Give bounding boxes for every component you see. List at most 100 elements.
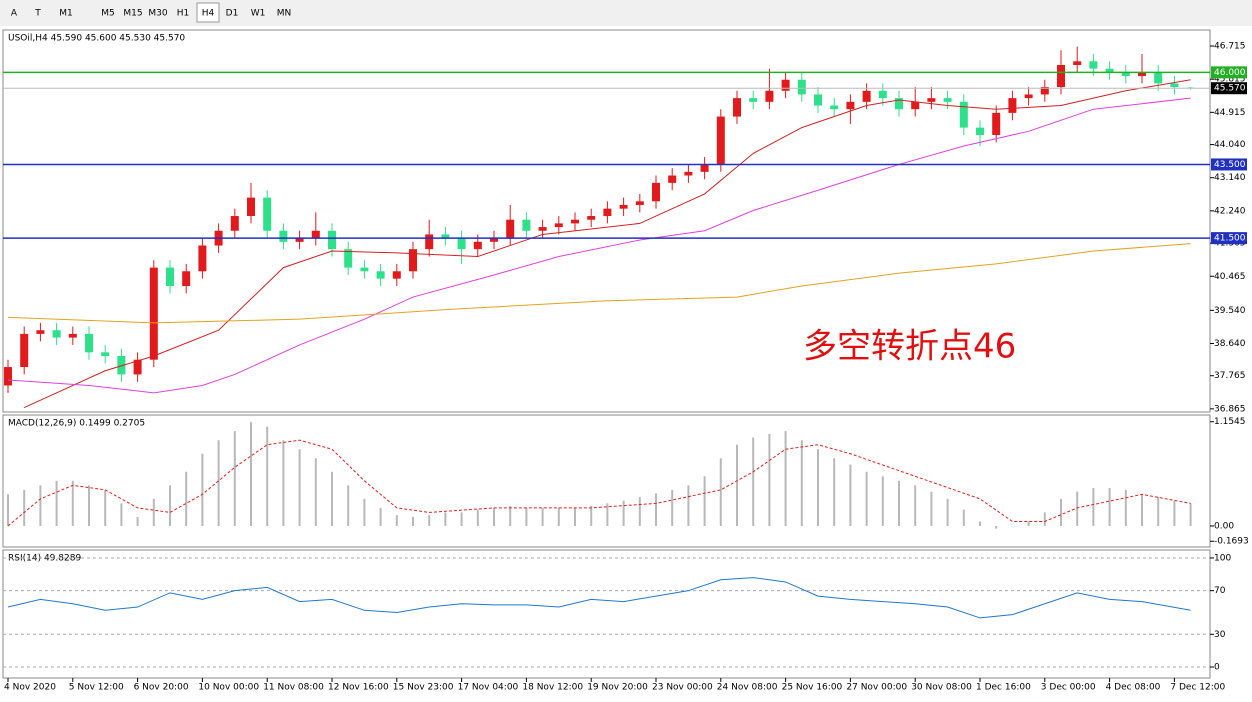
line [7, 97, 1191, 394]
level-label-box [1211, 158, 1247, 171]
y-tick-label: 30 [1214, 630, 1226, 640]
toolbar-button[interactable]: M15 [123, 9, 142, 19]
line [23, 79, 1191, 409]
x-tick-label: 4 Nov 2020 [4, 683, 56, 693]
y-tick-label: 45.815 [1214, 75, 1246, 85]
candle-body [1008, 98, 1017, 113]
y-tick-label: -0.1693 [1214, 537, 1249, 547]
candle-body [182, 271, 191, 287]
toolbar-button[interactable]: M1 [59, 9, 73, 19]
x-tick-label: 27 Nov 00:00 [846, 683, 907, 693]
candle-body [1138, 72, 1146, 77]
candle-body [716, 116, 725, 165]
candle-body [166, 267, 174, 287]
candle-body [20, 333, 29, 368]
x-tick-label: 25 Nov 16:00 [782, 683, 843, 693]
candle-body [797, 79, 806, 95]
candle-body [457, 238, 466, 250]
y-tick-label: 37.765 [1214, 371, 1246, 381]
panel-title: RSI(14) 49.8289 [8, 554, 81, 564]
y-tick-label: 44.040 [1214, 140, 1246, 150]
line [7, 243, 1191, 324]
candle-body [149, 267, 158, 360]
candle-body [85, 333, 93, 353]
candle-body [587, 216, 596, 220]
candle-body [781, 79, 790, 91]
panel-title: USOil,H4 45.590 45.600 45.530 45.570 [8, 34, 185, 44]
candle-body [911, 101, 920, 110]
main-panel [2, 29, 1211, 413]
candle-body [571, 219, 579, 224]
toolbar-button[interactable]: M30 [148, 9, 167, 19]
candle-body [263, 197, 272, 231]
candle-body [344, 249, 353, 268]
candle-body [4, 367, 12, 386]
candle-body [473, 241, 482, 250]
candle-body [684, 171, 693, 176]
candle-body [959, 101, 968, 128]
candle-body [668, 175, 677, 183]
x-tick-label: 30 Nov 08:00 [911, 683, 972, 693]
candle-body [830, 105, 839, 110]
candle-body [927, 98, 936, 102]
x-tick-label: 17 Nov 04:00 [458, 683, 519, 693]
candle-body [1089, 61, 1098, 69]
candle-body [976, 127, 984, 135]
candle-body [68, 333, 77, 338]
y-tick-label: 0.00 [1214, 521, 1234, 531]
x-tick-label: 15 Nov 23:00 [393, 683, 454, 693]
y-tick-label: 43.140 [1214, 173, 1246, 183]
x-tick-label: 7 Dec 12:00 [1170, 683, 1225, 693]
candle-body [765, 90, 774, 102]
candle-body [36, 330, 45, 334]
candle-body [1040, 87, 1049, 95]
x-tick-label: 1 Dec 16:00 [976, 683, 1031, 693]
candle-body [603, 208, 612, 217]
candle-body [1024, 94, 1033, 99]
toolbar-button[interactable]: W1 [251, 9, 266, 19]
level-label: 46.000 [1214, 68, 1246, 78]
y-tick-label: 0 [1214, 662, 1220, 672]
x-tick-label: 11 Nov 08:00 [263, 683, 324, 693]
x-tick-label: 12 Nov 16:00 [328, 683, 389, 693]
y-tick-label: 36.865 [1214, 404, 1246, 414]
x-tick-label: 10 Nov 00:00 [198, 683, 259, 693]
toolbar-button[interactable]: M5 [101, 9, 115, 19]
candle-body [862, 90, 871, 102]
candle-body [749, 98, 758, 102]
x-tick-label: 6 Nov 20:00 [134, 683, 189, 693]
candle-body [814, 94, 822, 106]
toolbar-button[interactable]: A [11, 9, 18, 19]
candle-body [101, 352, 110, 357]
candle-body [441, 234, 450, 239]
candle-body [295, 238, 304, 242]
toolbar-button[interactable]: H1 [177, 9, 190, 19]
y-tick-label: 38.640 [1214, 339, 1246, 349]
candle-body [425, 234, 434, 250]
y-tick-label: 40.465 [1214, 272, 1246, 282]
y-tick-label: 1.1545 [1214, 417, 1246, 427]
y-tick-label: 39.540 [1214, 306, 1246, 316]
candle-body [490, 238, 498, 242]
candle-body [619, 204, 628, 209]
toolbar-button[interactable]: H4 [202, 9, 215, 19]
line [7, 577, 1191, 619]
candle-body [1105, 68, 1114, 73]
candle-body [328, 230, 336, 250]
macd-panel [2, 414, 1211, 548]
candle-body [846, 101, 855, 110]
level-label-box [1211, 66, 1247, 79]
y-tick-label: 70 [1214, 586, 1226, 596]
candle-body [360, 267, 369, 272]
toolbar-button[interactable]: T [34, 9, 41, 19]
toolbar-button[interactable]: MN [277, 9, 292, 19]
panel-title: MACD(12,26,9) 0.1499 0.2705 [8, 419, 145, 429]
toolbar-button[interactable]: D1 [226, 9, 239, 19]
candle-body [700, 164, 709, 172]
x-tick-label: 23 Nov 00:00 [652, 683, 713, 693]
candle-body [943, 98, 952, 102]
selected-box [196, 2, 220, 23]
candle-body [392, 271, 401, 279]
candle-body [279, 230, 288, 242]
